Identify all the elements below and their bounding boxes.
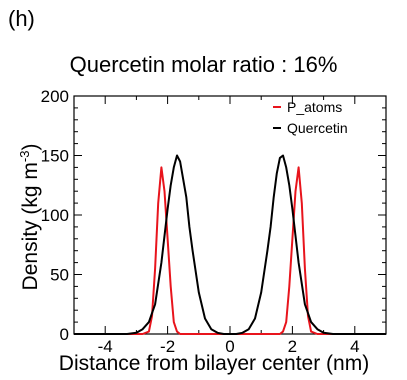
x-tick-label: 4 [350,337,359,356]
legend-label-p-atoms: P_atoms [287,99,342,115]
y-axis-title-sup: -3 [17,151,32,163]
x-tick-label: -4 [98,337,113,356]
series-line-p-atoms [74,166,386,335]
y-axis-ticks: 0 50 100 150 200 [41,87,386,344]
x-tick-label: 2 [288,337,297,356]
legend: P_atoms Quercetin [273,99,348,136]
y-axis-title-main: Density (kg m [19,162,42,290]
y-axis-title: Density (kg m-3) [17,144,42,291]
y-tick-label: 0 [60,325,69,344]
chart-title: Quercetin molar ratio : 16% [69,52,338,77]
x-tick-label: 0 [225,337,234,356]
y-tick-label: 200 [41,87,69,106]
x-axis-title: Distance from bilayer center (nm) [59,352,369,375]
y-tick-label: 150 [41,147,69,166]
x-tick-label: -2 [160,337,175,356]
y-tick-label: 50 [50,266,69,285]
series-lines [74,154,386,335]
series-line-quercetin [74,154,386,335]
panel-label: (h) [8,6,35,31]
x-axis-ticks: -4 -2 0 2 4 [73,96,387,356]
y-axis-title-end: ) [19,144,42,151]
legend-label-quercetin: Quercetin [287,120,348,136]
y-tick-label: 100 [41,206,69,225]
